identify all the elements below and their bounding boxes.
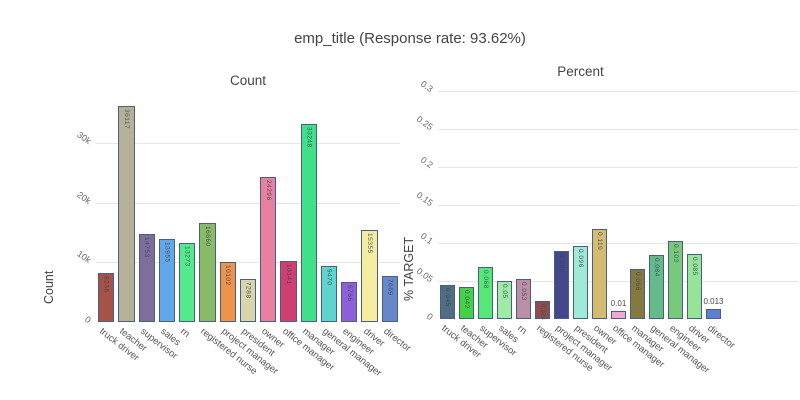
bar-value-label: 0.01: [610, 299, 627, 309]
bar-owner[interactable]: 24296: [260, 177, 277, 322]
gridline: [96, 262, 400, 264]
gridline: [438, 205, 798, 206]
bar-director[interactable]: 7669: [381, 276, 398, 322]
bar-supervisor[interactable]: 0.068: [478, 267, 493, 319]
bar-value-label: 0.096: [577, 249, 584, 268]
bar-rn[interactable]: 0.053: [516, 278, 531, 319]
gridline: [96, 202, 400, 204]
bar-director[interactable]: [706, 309, 721, 319]
bar-value-label: 33248: [305, 126, 313, 148]
bar-project-manager[interactable]: 0.089: [554, 251, 569, 319]
bar-manager[interactable]: 0.066: [630, 268, 645, 319]
bar-president[interactable]: 0.096: [573, 246, 588, 319]
bar-sales[interactable]: 0.05: [497, 281, 512, 319]
bar-value-label: 0.024: [539, 303, 546, 321]
bar-manager[interactable]: 33248: [300, 123, 317, 322]
bar-value-label: 13273: [183, 245, 191, 267]
bar-value-label: 7669: [386, 279, 394, 296]
bar-value-label: 0.013: [703, 297, 724, 307]
bar-value-label: 24296: [264, 180, 272, 201]
bar-engineer[interactable]: 0.103: [668, 240, 683, 319]
y-tick-label: 30k: [75, 129, 93, 147]
bar-truck-driver[interactable]: 0.045: [440, 284, 455, 319]
bar-president[interactable]: 7288: [239, 278, 257, 322]
bar-general-manager[interactable]: 9470: [320, 265, 338, 322]
bar-value-label: 0.119: [596, 231, 603, 250]
count-subplot: Count Count 0 10k 20k 30k 8236 truck driver 36…: [42, 73, 413, 379]
bar-value-label: 0.068: [482, 270, 489, 290]
bar-rn[interactable]: 13273: [179, 242, 196, 322]
bar-value-label: 0.053: [520, 281, 527, 301]
gridline: [96, 142, 400, 144]
bar-value-label: 10141: [285, 264, 293, 286]
gridline: [438, 281, 798, 282]
bar-value-label: 16660: [203, 225, 211, 247]
bar-engineer[interactable]: 6766: [341, 281, 358, 322]
bar-value-label: 7288: [244, 281, 252, 298]
bar-value-label: 9470: [325, 268, 333, 285]
percent-plot-area: 0 0.05 0.1 0.15 0.2 0.25 0.3 0.045 truck driver 0…: [415, 79, 798, 376]
bar-value-label: 0.084: [653, 258, 660, 277]
gridline: [438, 129, 798, 130]
bar-office-manager[interactable]: 10141: [280, 261, 297, 322]
gridline: [438, 167, 798, 168]
bar-value-label: 14753: [143, 236, 151, 258]
y-tick-label: 10k: [75, 248, 93, 266]
bar-teacher[interactable]: 36117: [118, 106, 135, 322]
bar-general-manager[interactable]: 0.084: [649, 255, 664, 319]
bar-supervisor[interactable]: 14753: [138, 233, 155, 322]
count-plot-area: 0 10k 20k 30k 8236 truck driver 36117 teacher 14…: [75, 100, 413, 379]
y-tick-label: 20k: [75, 189, 93, 206]
bar-value-label: 0.042: [463, 290, 470, 309]
y-tick-label: 0: [83, 314, 93, 326]
bar-value-label: 0.089: [558, 254, 565, 274]
bar-value-label: 0.085: [691, 257, 698, 277]
bar-project-manager[interactable]: 10102: [219, 261, 236, 322]
count-y-axis-title: Count: [42, 270, 56, 304]
bar-sales[interactable]: 13955: [158, 238, 176, 322]
bar-value-label: 0.045: [444, 287, 451, 307]
bar-value-label: 15355: [366, 233, 374, 254]
bar-value-label: 13955: [163, 241, 171, 263]
bar-owner[interactable]: 0.119: [592, 228, 607, 319]
bar-value-label: 10102: [224, 264, 232, 286]
bar-office-manager[interactable]: [611, 311, 626, 319]
bar-value-label: 36117: [122, 109, 130, 130]
bar-value-label: 8236: [102, 275, 110, 293]
bar-value-label: 0.066: [634, 271, 641, 291]
bar-teacher[interactable]: 0.042: [459, 287, 474, 319]
percent-subplot: Percent % TARGET 0 0.05 0.1 0.15 0.2 0.25 0.3 0…: [402, 64, 798, 376]
bar-driver[interactable]: 15355: [361, 230, 378, 322]
gridline: [438, 91, 798, 92]
count-subplot-title: Count: [229, 73, 267, 88]
bar-value-label: 0.05: [501, 284, 508, 299]
bar-driver[interactable]: 0.085: [687, 254, 702, 319]
bar-value-label: 0.103: [672, 243, 679, 263]
bar-truck-driver[interactable]: 8236: [98, 272, 115, 322]
bar-value-label: 6766: [345, 284, 353, 302]
figure-title: emp_title (Response rate: 93.62%): [294, 30, 526, 47]
gridline: [438, 243, 798, 244]
bar-registered-nurse[interactable]: 0.024: [535, 300, 550, 321]
percent-subplot-title: Percent: [557, 64, 604, 79]
bar-registered-nurse[interactable]: 16660: [199, 222, 216, 322]
